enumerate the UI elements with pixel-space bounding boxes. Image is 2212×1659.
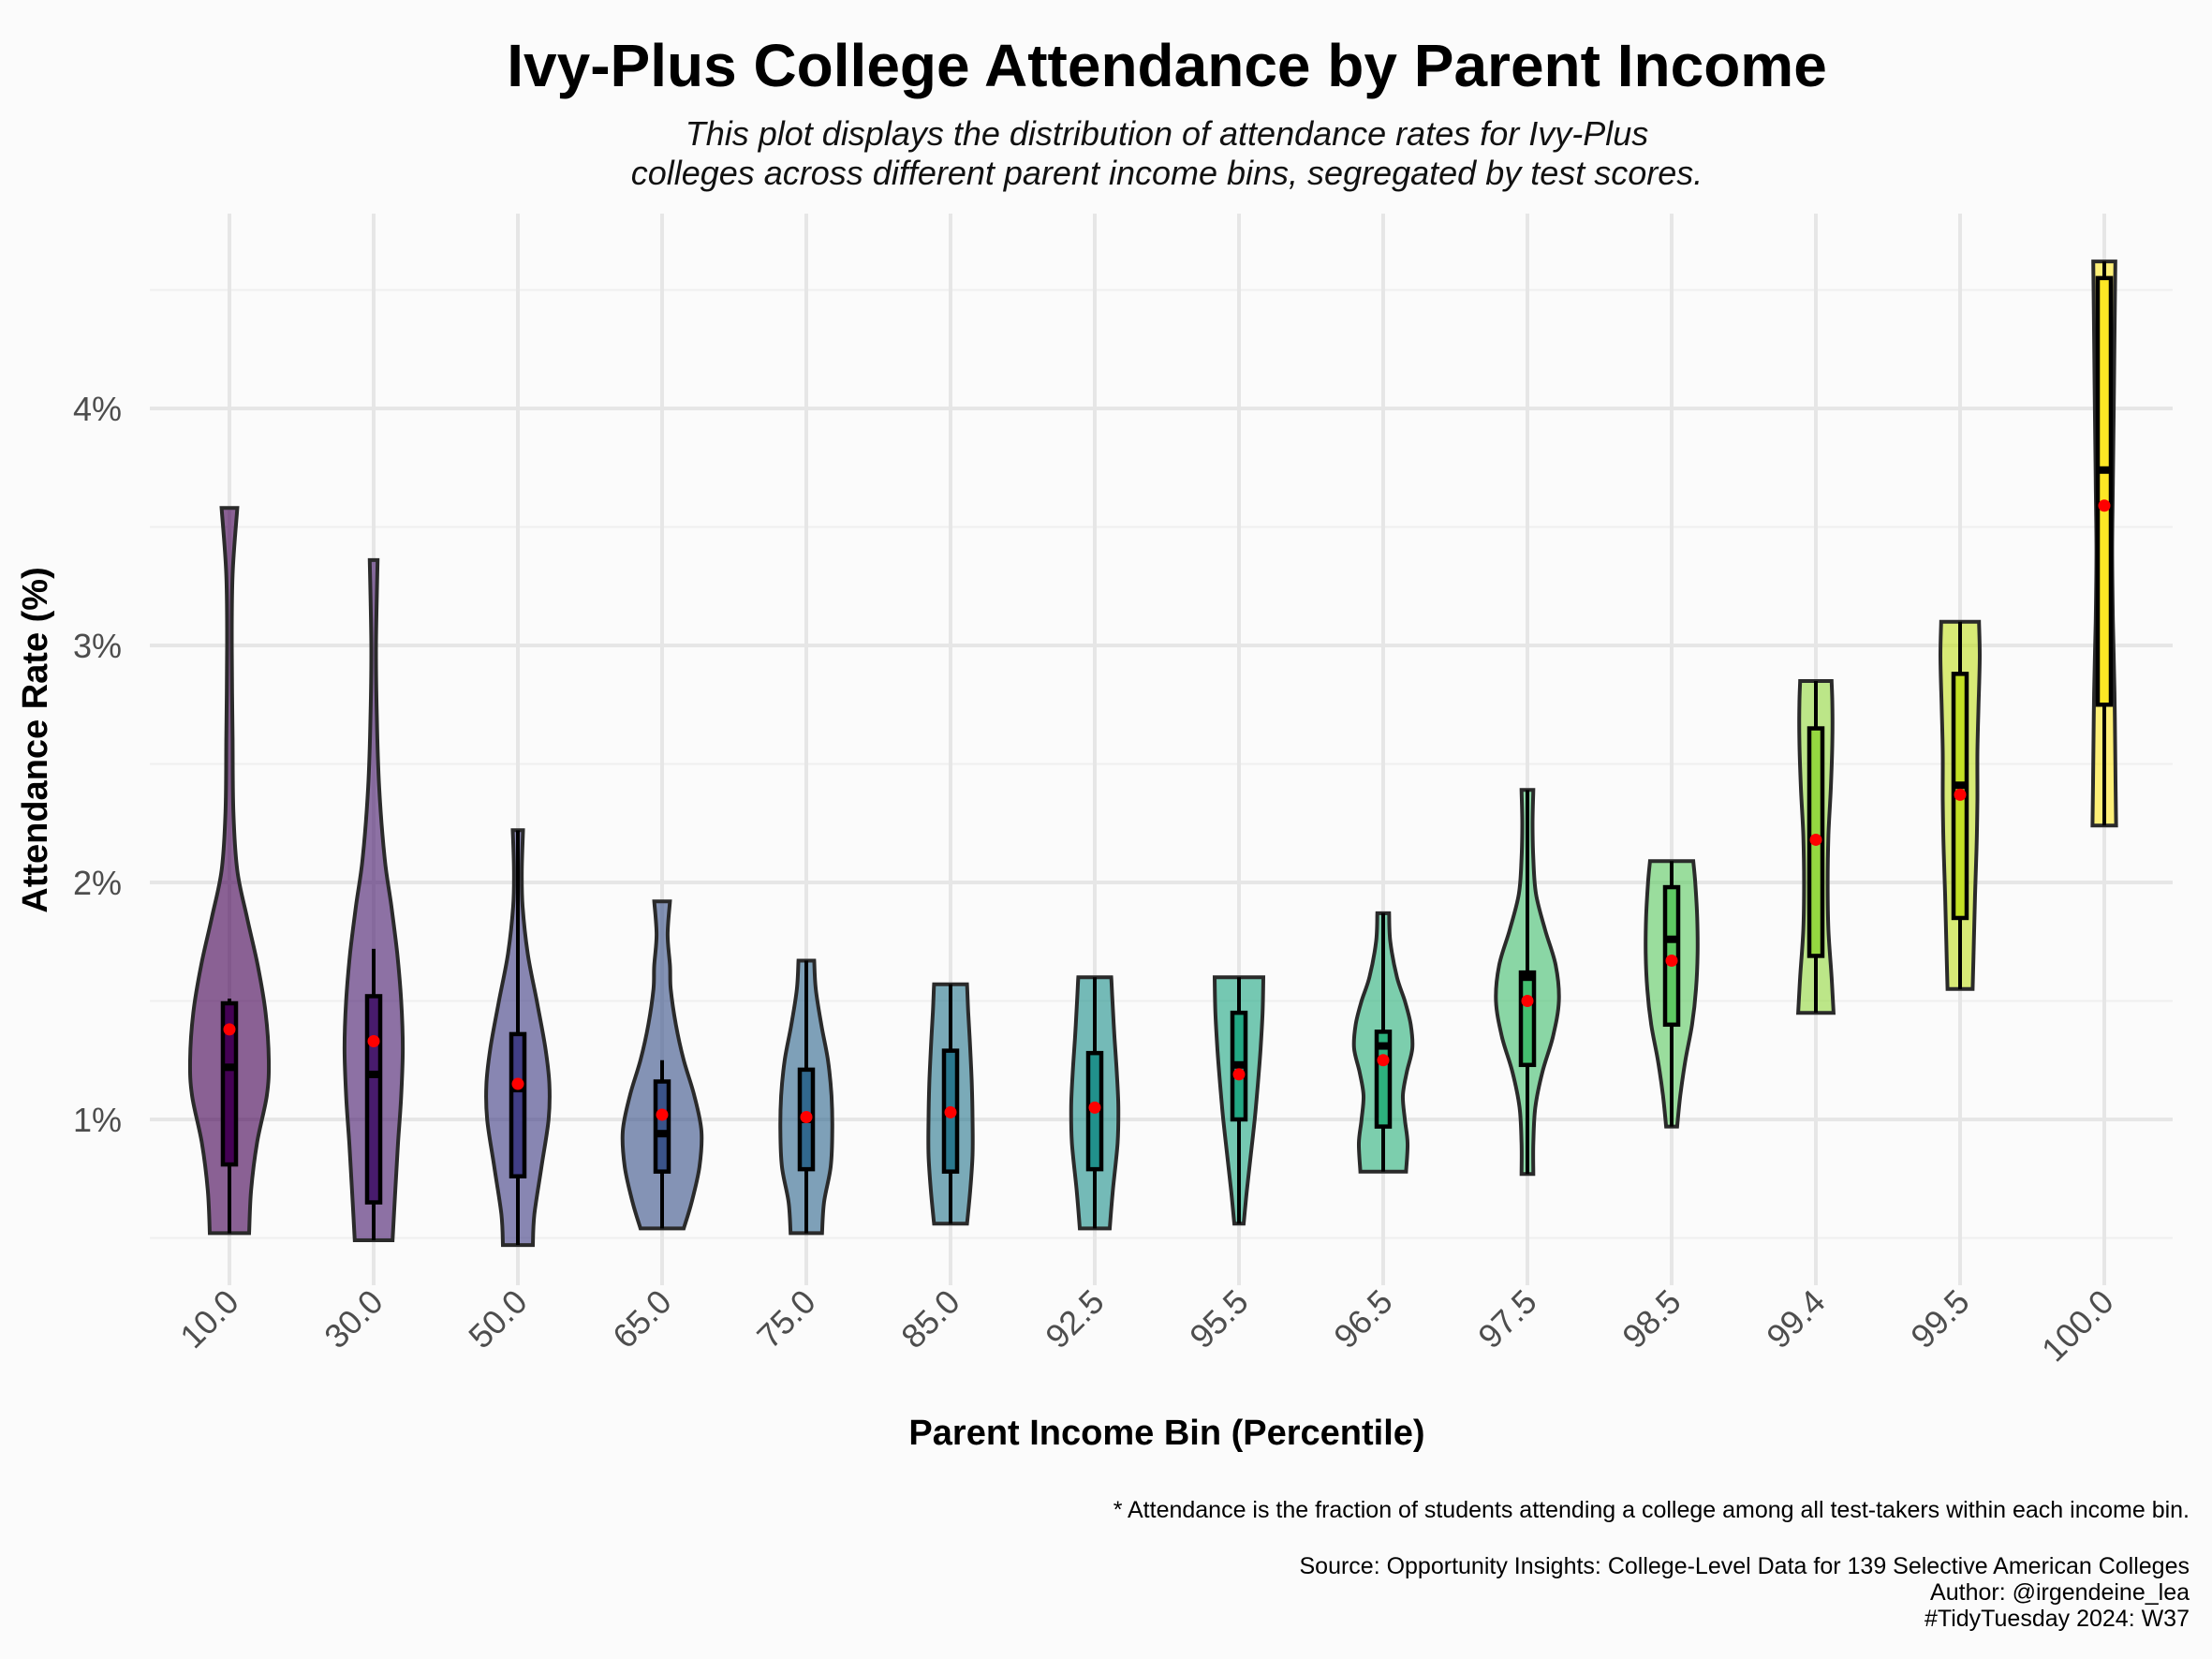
mean-point [1377,1054,1390,1067]
box-iqr [1518,970,1537,1068]
mean-point [2098,499,2111,512]
x-tick-label: 65.0 [605,1282,679,1356]
chart-subtitle-line-2: colleges across different parent income … [631,154,1703,192]
x-tick-label: 10.0 [172,1282,246,1356]
violin-group [484,828,552,1248]
violin-group [778,958,834,1236]
violin-group [1644,859,1700,1129]
x-axis-title: Parent Income Bin (Percentile) [908,1414,1424,1453]
y-axis-ticks: 1% 2% 3% 4% [73,390,122,1139]
chart-subtitle-line-1: This plot displays the distribution of a… [686,114,1649,153]
y-tick-label: 4% [73,390,122,428]
mean-point [223,1023,236,1036]
violin-group [342,557,406,1242]
violin-group [926,982,975,1226]
x-tick-label: 99.5 [1903,1282,1977,1356]
y-tick-label: 2% [73,864,122,902]
y-axis-title: Attendance Rate (%) [16,567,55,913]
violin-group [1212,975,1266,1226]
x-tick-label: 97.5 [1470,1282,1544,1356]
x-tick-label: 75.0 [749,1282,823,1356]
mean-point [656,1108,669,1121]
box-iqr [364,994,383,1205]
x-tick-label: 85.0 [893,1282,967,1356]
grid [150,214,2173,1285]
mean-point [1521,995,1534,1007]
violin-group [620,899,704,1231]
caption-hashtag: #TidyTuesday 2024: W37 [1924,1606,2190,1632]
caption-note: * Attendance is the fraction of students… [1113,1497,2190,1523]
x-tick-label: 30.0 [317,1282,391,1356]
x-tick-label: 96.5 [1326,1282,1400,1356]
violin-shape [187,506,272,1236]
violin-shape [342,557,406,1242]
box-iqr [653,1079,671,1174]
box-iqr [220,1000,239,1167]
box-iqr [509,1031,527,1178]
y-tick-label: 1% [73,1101,122,1139]
violins [187,259,2118,1248]
mean-point [1232,1068,1246,1081]
mean-point [511,1077,524,1090]
violin-group [1796,679,1836,1015]
box-iqr [2095,275,2114,707]
y-tick-label: 3% [73,627,122,665]
x-tick-label: 50.0 [461,1282,535,1356]
mean-point [367,1035,380,1048]
caption-source: Source: Opportunity Insights: College-Le… [1299,1553,2190,1579]
mean-point [944,1105,957,1118]
x-tick-label: 92.5 [1038,1282,1112,1356]
x-tick-label: 99.4 [1759,1282,1833,1356]
mean-point [800,1110,813,1123]
x-tick-label: 100.0 [2034,1282,2121,1370]
mean-point [1954,788,1967,801]
caption-author: Author: @irgendeine_lea [1930,1579,2190,1606]
violin-group [1351,911,1415,1174]
mean-point [1088,1101,1101,1114]
violin-group [2090,259,2118,828]
violin-group [1938,619,1983,991]
chart-title: Ivy-Plus College Attendance by Parent In… [507,32,1827,99]
x-tick-label: 95.5 [1182,1282,1256,1356]
violin-group [1494,788,1561,1177]
x-axis-ticks: 10.0 30.0 50.0 65.0 75.0 85.0 92.5 95.5 96.5 97.5… [172,1282,2121,1370]
violin-group [187,506,272,1236]
violin-group [1069,975,1121,1231]
mean-point [1809,833,1822,846]
mean-point [1665,954,1678,967]
x-tick-label: 98.5 [1615,1282,1688,1356]
